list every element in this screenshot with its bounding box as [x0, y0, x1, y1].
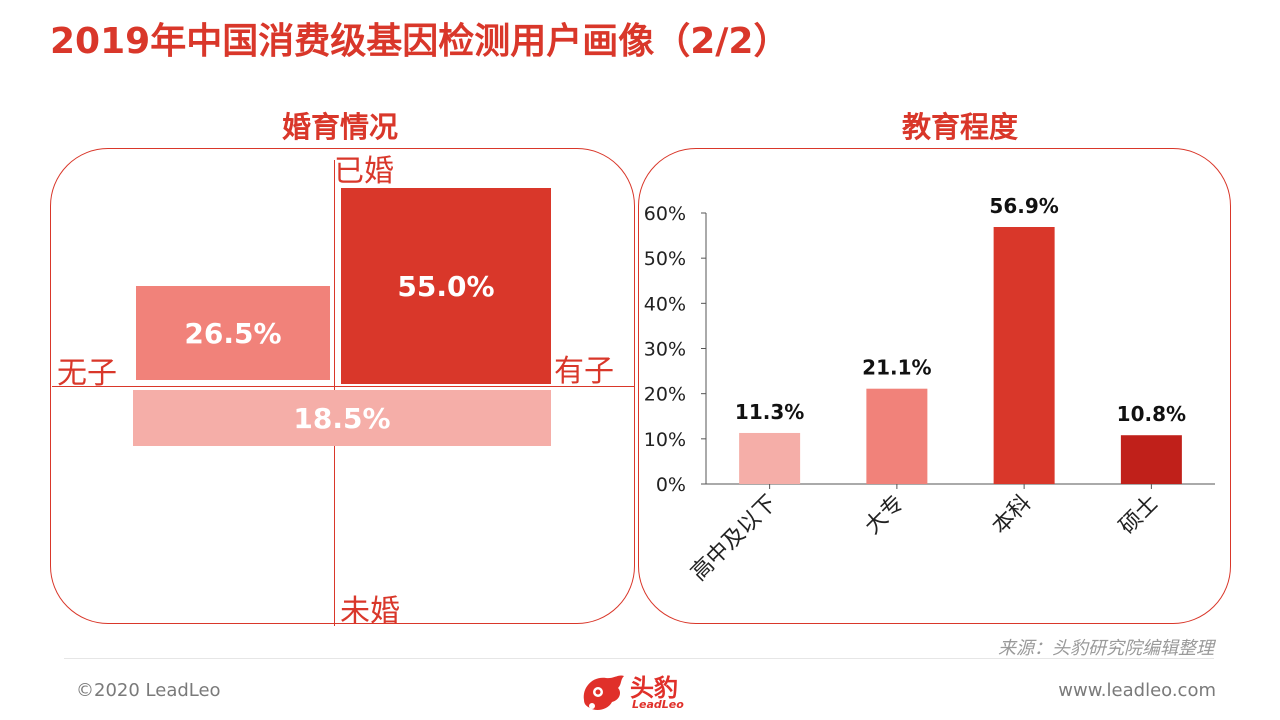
- website-url: www.leadleo.com: [1058, 680, 1216, 701]
- y-tick-label: 20%: [644, 384, 686, 406]
- page-title: 2019年中国消费级基因检测用户画像（2/2）: [50, 21, 790, 62]
- marriage-panel: [50, 148, 635, 624]
- married-with-children-value: 55.0%: [397, 269, 495, 303]
- y-tick-label: 60%: [644, 203, 686, 225]
- bar-value-label: 10.8%: [1117, 402, 1186, 426]
- y-tick-label: 0%: [656, 474, 686, 496]
- married-axis-label: 已婚: [334, 154, 394, 189]
- no-children-axis-label: 无子: [57, 356, 117, 391]
- x-tick-label: 硕士: [1115, 491, 1164, 540]
- bar-value-label: 56.9%: [989, 194, 1058, 218]
- education-section-title: 教育程度: [901, 110, 1018, 144]
- leadleo-logo: 头豹 LeadLeo: [578, 664, 708, 720]
- y-tick-label: 30%: [644, 339, 686, 361]
- x-tick-label: 高中及以下: [686, 491, 781, 586]
- bar-3: [993, 227, 1055, 485]
- unmarried-value: 18.5%: [293, 401, 391, 435]
- x-tick-label: 本科: [988, 491, 1037, 540]
- quadrant-horizontal-axis: [52, 386, 634, 387]
- bar-2: [866, 388, 928, 484]
- copyright-text: ©2020 LeadLeo: [76, 680, 221, 701]
- bar-4: [1120, 435, 1182, 484]
- x-tick-label: 大专: [860, 491, 909, 540]
- education-panel: [638, 148, 1231, 624]
- footer-divider: [64, 658, 1214, 659]
- unmarried-box: 18.5%: [133, 390, 551, 446]
- married-no-children-box: 26.5%: [136, 286, 330, 380]
- y-tick-label: 10%: [644, 429, 686, 451]
- married-with-children-box: 55.0%: [341, 188, 551, 384]
- married-no-children-value: 26.5%: [184, 316, 282, 350]
- source-note: 来源：头豹研究院编辑整理: [998, 638, 1214, 659]
- bar-value-label: 11.3%: [735, 400, 804, 424]
- has-children-axis-label: 有子: [554, 354, 614, 389]
- bar-value-label: 21.1%: [862, 356, 931, 380]
- leopard-logo-icon: [583, 675, 624, 710]
- logo-subtext: LeadLeo: [632, 698, 684, 711]
- unmarried-axis-label: 未婚: [340, 594, 400, 629]
- logo-text: 头豹: [630, 674, 678, 702]
- y-tick-label: 50%: [644, 248, 686, 270]
- y-tick-label: 40%: [644, 293, 686, 315]
- bar-1: [739, 432, 801, 484]
- marriage-section-title: 婚育情况: [281, 110, 398, 144]
- education-bar-chart: 0% 10% 20% 30% 40% 50% 60% 11.3% 高中及以下 21.1% 大专 56.…: [644, 194, 1215, 586]
